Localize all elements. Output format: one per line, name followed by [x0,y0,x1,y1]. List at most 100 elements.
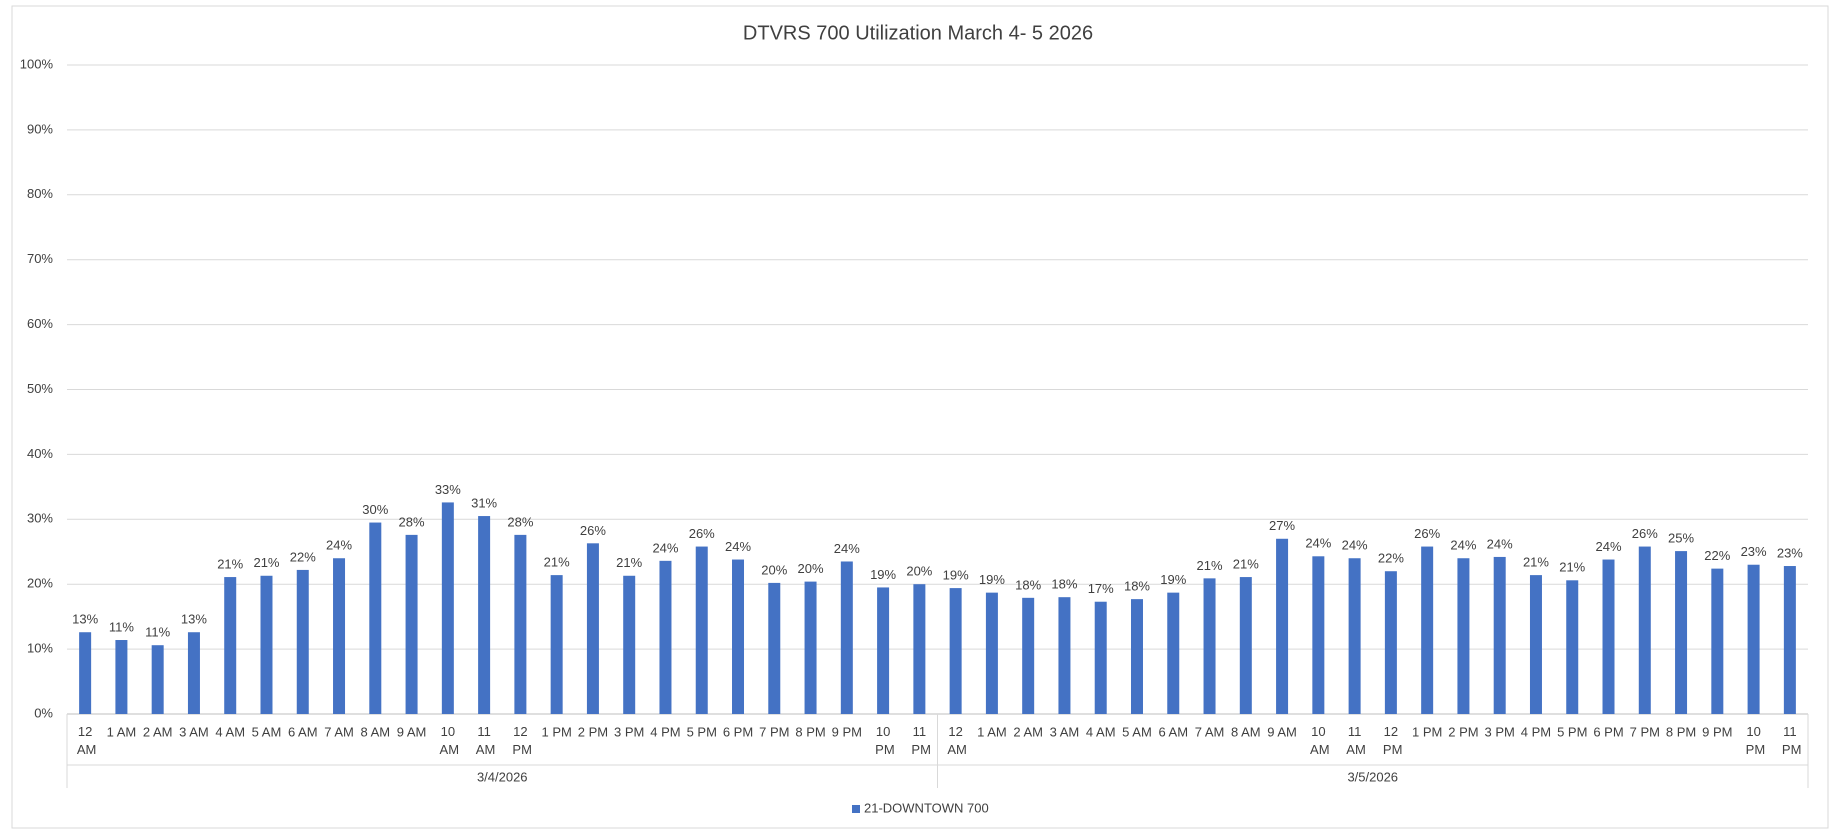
bar [659,560,672,714]
data-label: 26% [1414,526,1440,541]
x-tick-label: 12 PM [1379,724,1402,757]
data-label: 22% [1378,551,1404,566]
bar [79,632,92,714]
x-tick-label: 4 AM [215,724,245,739]
x-tick-label: 7 PM [1630,724,1660,739]
bar [260,575,273,714]
bar [1783,566,1796,714]
bar [1348,558,1361,714]
x-tick-label: 4 PM [1521,724,1551,739]
x-tick-label: 10 AM [1307,724,1329,757]
data-label: 22% [1704,548,1730,563]
bar [1276,538,1289,714]
bar [586,543,599,714]
bar [1457,558,1470,714]
data-label: 21% [1233,556,1259,571]
chart-title: DTVRS 700 Utilization March 4- 5 2026 [743,22,1093,44]
x-tick-label: 8 PM [1666,724,1696,739]
x-tick-label: 2 AM [1013,724,1043,739]
bar [405,534,418,714]
x-tick-label: 12 AM [74,724,96,757]
bar [1203,578,1216,714]
y-tick-label: 10% [27,641,53,656]
y-tick-label: 80% [27,186,53,201]
x-tick-label: 6 PM [1593,724,1623,739]
x-tick-label: 2 PM [1448,724,1478,739]
x-tick-label: 4 PM [650,724,680,739]
x-tick-label: 4 AM [1086,724,1116,739]
x-tick-label: 10 AM [437,724,459,757]
x-tick-label: 12 PM [509,724,532,757]
data-label: 26% [580,523,606,538]
x-tick-label: 10 PM [872,724,895,757]
x-tick-label: 9 PM [832,724,862,739]
data-label: 20% [761,562,787,577]
x-tick-label: 10 PM [1742,724,1765,757]
bar [1493,556,1506,714]
x-tick-label: 11 AM [1343,724,1365,757]
bar [1675,551,1688,714]
data-label: 23% [1741,544,1767,559]
x-tick-label: 6 AM [1158,724,1188,739]
bar [949,588,962,714]
data-label: 21% [253,555,279,570]
y-tick-label: 90% [27,121,53,136]
x-tick-label: 3 AM [1050,724,1080,739]
data-label: 19% [943,568,969,583]
bar [1058,597,1071,714]
data-label: 20% [798,561,824,576]
bar [369,522,382,714]
data-label: 18% [1051,577,1077,592]
data-label: 24% [652,540,678,555]
bar [913,584,926,714]
bar [1094,601,1107,714]
bar [1167,592,1180,714]
x-tick-label: 3 AM [179,724,209,739]
y-tick-label: 60% [27,316,53,331]
data-label: 28% [399,514,425,529]
data-label: 21% [544,555,570,570]
x-tick-label: 2 PM [578,724,608,739]
y-tick-label: 30% [27,511,53,526]
bar [1022,597,1035,714]
data-label: 21% [1523,555,1549,570]
data-label: 17% [1088,581,1114,596]
bar [1384,571,1397,714]
x-tick-label: 1 AM [977,724,1007,739]
data-label: 24% [1342,538,1368,553]
bar [985,592,998,714]
data-label: 24% [326,538,352,553]
x-tick-label: 11 PM [908,724,931,757]
data-label: 21% [1559,560,1585,575]
x-tick-label: 3 PM [1485,724,1515,739]
bar [1421,546,1434,714]
x-tick-label: 5 PM [687,724,717,739]
x-tick-label: 3 PM [614,724,644,739]
data-label: 11% [109,619,134,634]
x-tick-label: 6 AM [288,724,318,739]
legend-swatch [852,805,860,813]
x-tick-label: 8 PM [795,724,825,739]
y-tick-label: 100% [20,56,54,71]
x-tick-label: 8 AM [1231,724,1261,739]
data-label: 20% [906,564,932,579]
y-tick-label: 70% [27,251,53,266]
data-label: 24% [834,541,860,556]
bar [1312,556,1325,714]
data-label: 30% [362,502,388,517]
x-tick-label: 7 AM [324,724,354,739]
x-tick-label: 6 PM [723,724,753,739]
data-label: 26% [689,526,715,541]
data-label: 13% [181,612,207,627]
x-tick-label: 12 AM [944,724,966,757]
data-label: 25% [1668,531,1694,546]
bar [151,645,164,714]
data-label: 19% [1160,572,1186,587]
data-label: 21% [1197,558,1223,573]
bar [333,558,346,714]
data-label: 31% [471,495,497,510]
bar [1711,568,1724,714]
data-label: 21% [217,556,243,571]
data-label: 21% [616,555,642,570]
